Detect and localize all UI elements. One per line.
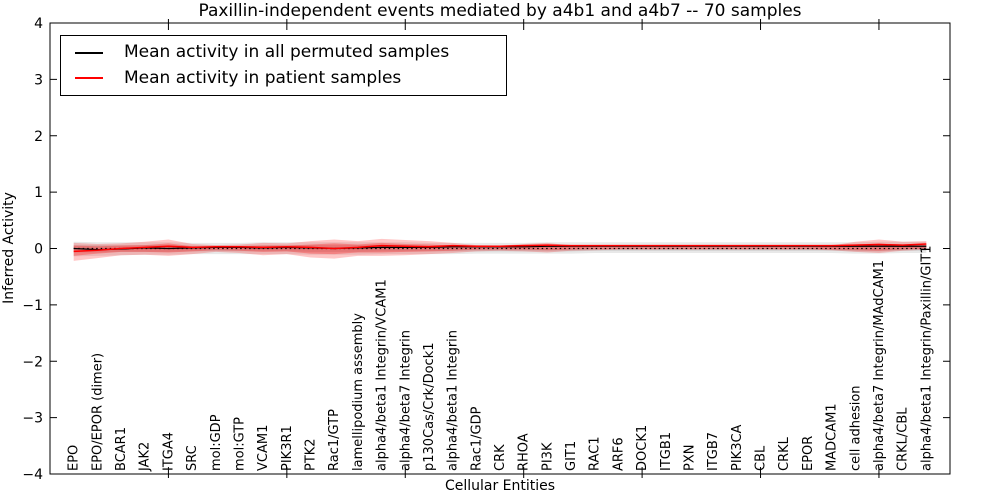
patient-line-swatch bbox=[75, 77, 103, 80]
x-category-label: alpha4/beta7 Integrin bbox=[398, 330, 413, 471]
x-category-label: EPOR bbox=[801, 436, 816, 471]
chart-title: Paxillin-independent events mediated by … bbox=[198, 1, 802, 21]
x-category-label: PIK3R1 bbox=[280, 425, 295, 471]
band-patient-samples-outer-range bbox=[73, 238, 927, 261]
y-tick-label: −1 bbox=[22, 298, 43, 314]
x-category-label: p130Cas/Crk/Dock1 bbox=[422, 342, 437, 471]
x-category-label: ITGB1 bbox=[659, 432, 674, 471]
y-tick-label: 2 bbox=[34, 129, 43, 145]
permuted-line-swatch bbox=[75, 51, 103, 54]
x-category-label: PI3K bbox=[540, 442, 555, 471]
y-tick-label: 4 bbox=[34, 16, 43, 32]
x-category-label: ARF6 bbox=[611, 437, 626, 471]
y-tick-label: 3 bbox=[34, 72, 43, 88]
patient-mean-line bbox=[73, 243, 927, 253]
x-category-label: lamellipodium assembly bbox=[351, 313, 366, 471]
x-category-label: PIK3CA bbox=[730, 424, 745, 471]
x-category-label: CRKL/CBL bbox=[896, 407, 911, 471]
y-tick-label: −2 bbox=[22, 354, 43, 370]
y-tick-label: −3 bbox=[22, 411, 43, 427]
x-category-label: ITGA4 bbox=[161, 432, 176, 471]
x-category-label: PTK2 bbox=[304, 438, 319, 471]
legend: Mean activity in all permuted samples Me… bbox=[60, 35, 507, 96]
x-category-label: cell adhesion bbox=[848, 385, 863, 471]
x-category-label: Rac1/GTP bbox=[327, 409, 342, 471]
x-category-label: DOCK1 bbox=[635, 425, 650, 471]
x-category-label: alpha4/beta1 Integrin/Paxillin/GIT1 bbox=[919, 245, 934, 471]
legend-label-permuted: Mean activity in all permuted samples bbox=[124, 42, 450, 63]
x-category-label: SRC bbox=[185, 445, 200, 471]
x-category-label: PXN bbox=[682, 445, 697, 471]
x-category-label: alpha4/beta1 Integrin/VCAM1 bbox=[375, 279, 390, 471]
x-category-label: CRKL bbox=[777, 436, 792, 471]
y-tick-label: 1 bbox=[34, 185, 43, 201]
x-category-label: GIT1 bbox=[564, 441, 579, 471]
legend-entry-patient: Mean activity in patient samples bbox=[75, 69, 498, 88]
x-category-label: EPO/EPOR (dimer) bbox=[90, 353, 105, 471]
x-category-label: JAK2 bbox=[138, 442, 153, 472]
x-category-label: alpha4/beta7 Integrin/MAdCAM1 bbox=[872, 260, 887, 471]
x-category-label: RAC1 bbox=[588, 436, 603, 471]
x-category-label: ITGB7 bbox=[706, 432, 721, 471]
x-category-label: EPO bbox=[67, 445, 82, 471]
x-axis-label: Cellular Entities bbox=[444, 478, 556, 494]
x-category-label: CRK bbox=[493, 444, 508, 471]
x-category-label: MADCAM1 bbox=[825, 403, 840, 471]
x-category-label: mol:GDP bbox=[209, 414, 224, 471]
legend-entry-permuted: Mean activity in all permuted samples bbox=[75, 43, 498, 62]
y-axis-label: Inferred Activity bbox=[1, 192, 17, 304]
x-category-label: alpha4/beta1 Integrin bbox=[446, 330, 461, 471]
y-tick-label: 0 bbox=[34, 242, 43, 258]
x-category-label: CBL bbox=[754, 445, 769, 471]
x-category-label: mol:GTP bbox=[232, 417, 247, 471]
y-tick-label: −4 bbox=[22, 467, 43, 483]
x-category-label: RHOA bbox=[517, 433, 532, 471]
x-category-label: VCAM1 bbox=[256, 425, 271, 471]
x-category-label: BCAR1 bbox=[114, 427, 129, 471]
legend-label-patient: Mean activity in patient samples bbox=[124, 67, 402, 88]
x-category-label: Rac1/GDP bbox=[469, 406, 484, 471]
